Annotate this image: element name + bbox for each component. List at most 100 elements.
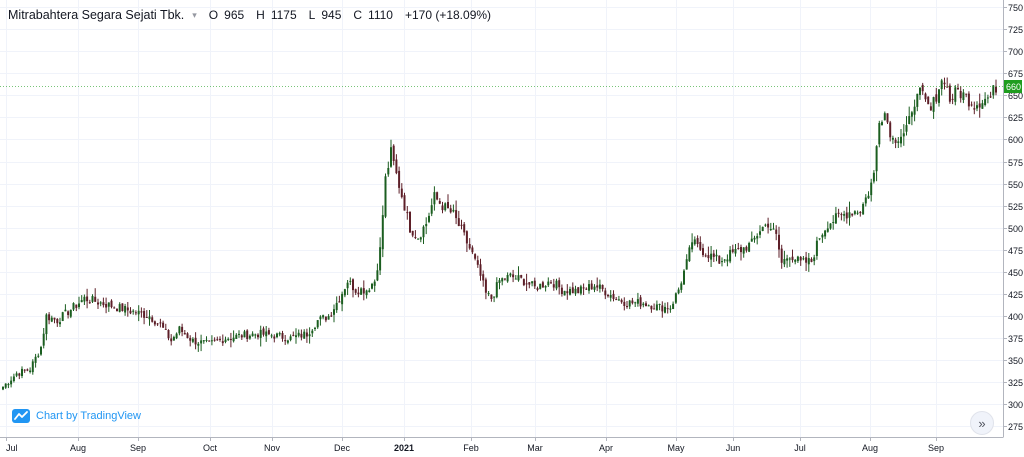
low-value: 945	[321, 8, 342, 22]
candle	[29, 367, 32, 374]
candle-body	[805, 257, 808, 263]
candle	[202, 340, 205, 344]
candle-body	[468, 244, 471, 249]
scroll-to-realtime-button[interactable]: »	[970, 411, 994, 435]
candle	[824, 229, 827, 240]
candle-body	[579, 286, 582, 294]
candle-body	[349, 280, 352, 282]
candle	[772, 222, 775, 230]
candle	[107, 302, 110, 312]
candle-body	[729, 249, 732, 262]
candle	[80, 295, 83, 303]
candle	[365, 289, 368, 299]
price-axis[interactable]: 275 300 325 350 375 400 425 450 475 500 525 550 575 6…	[1003, 3, 1023, 432]
candle	[696, 235, 699, 248]
candle	[257, 333, 259, 340]
candle	[965, 93, 968, 98]
time-tick-label: Jun	[726, 443, 741, 453]
tradingview-branding[interactable]: Chart by TradingView	[12, 409, 141, 423]
candle-body	[229, 339, 232, 340]
candle-body	[224, 339, 227, 342]
candle-body	[509, 273, 512, 276]
candle-body	[791, 256, 794, 261]
candle	[86, 288, 89, 309]
candle-body	[607, 295, 609, 297]
candle-body	[658, 304, 661, 305]
candle	[248, 334, 251, 340]
candle-body	[153, 321, 156, 325]
candle	[821, 233, 824, 243]
candle-body	[232, 337, 235, 342]
candle-body	[395, 159, 398, 174]
candle-body	[262, 328, 265, 335]
candle-body	[626, 306, 628, 307]
candle-body	[634, 302, 637, 304]
candle	[292, 331, 295, 337]
candle-body	[772, 228, 775, 230]
candle	[493, 296, 496, 303]
price-tick-label: 325	[1008, 378, 1023, 388]
candle-body	[843, 214, 846, 216]
price-tick-label: 350	[1008, 356, 1023, 366]
candle	[327, 314, 330, 320]
candle	[867, 191, 870, 199]
price-tick-label: 375	[1008, 334, 1023, 344]
candle	[205, 336, 208, 343]
candle-body	[37, 355, 40, 357]
candle	[748, 241, 751, 253]
candle	[818, 238, 821, 241]
candle-body	[2, 386, 4, 390]
candle	[53, 317, 56, 324]
candle-body	[696, 238, 699, 244]
candle-body	[794, 259, 797, 262]
candle	[886, 113, 889, 124]
time-tick-label: Nov	[264, 443, 281, 453]
candle	[596, 277, 599, 292]
candle-body	[121, 303, 124, 311]
candle	[476, 255, 479, 268]
candle-body	[517, 275, 520, 281]
candle-body	[67, 311, 70, 315]
candle-body	[881, 122, 883, 125]
candle-body	[566, 291, 569, 294]
last-price-badge	[1004, 80, 1022, 93]
candle-body	[569, 289, 571, 295]
branding-text[interactable]: Chart by TradingView	[36, 410, 141, 422]
candle-body	[346, 282, 349, 289]
candle	[303, 329, 306, 339]
candle	[227, 337, 230, 341]
candle	[582, 283, 585, 295]
candle-body	[352, 279, 354, 291]
candle-body	[281, 333, 284, 339]
candle	[172, 335, 175, 341]
candle-body	[672, 303, 675, 309]
chevron-down-icon[interactable]: ▾	[192, 9, 197, 20]
candle-body	[590, 283, 593, 290]
candle	[539, 283, 542, 290]
candle	[514, 275, 517, 280]
candle	[683, 269, 685, 285]
candle	[246, 329, 249, 342]
candle-body	[929, 106, 932, 111]
candle-body	[740, 247, 742, 253]
candle-body	[636, 299, 639, 304]
candle-body	[574, 288, 577, 294]
candle	[229, 332, 232, 348]
candle-body	[200, 340, 203, 344]
candle-body	[59, 322, 61, 325]
candle	[10, 376, 13, 388]
time-axis[interactable]: Jul Aug Sep Oct Nov Dec 2021 Feb Mar Apr May Jun Jul…	[6, 437, 944, 453]
candle	[94, 288, 97, 302]
candle	[702, 243, 704, 258]
candle	[324, 316, 327, 323]
candle-body	[761, 226, 764, 231]
candle	[113, 306, 116, 309]
candle	[569, 286, 571, 296]
symbol-name[interactable]: Mitrabahtera Segara Sejati Tbk.	[8, 8, 185, 22]
candle	[126, 302, 129, 317]
candle-body	[821, 234, 824, 238]
candle-body	[4, 383, 7, 388]
candle	[729, 246, 732, 264]
candle	[769, 222, 772, 231]
